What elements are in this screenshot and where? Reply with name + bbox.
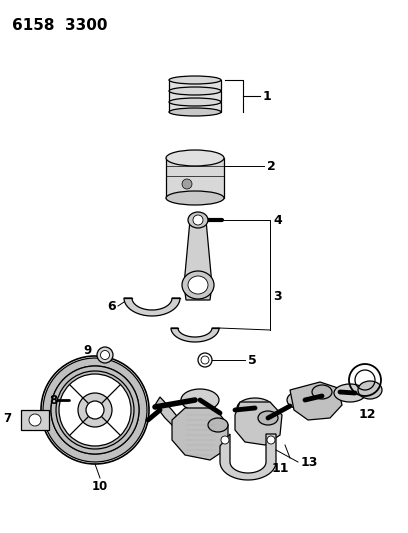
Polygon shape bbox=[184, 285, 212, 300]
Text: 8: 8 bbox=[49, 393, 57, 407]
Bar bbox=[169, 91, 221, 101]
Text: 10: 10 bbox=[92, 480, 108, 493]
Ellipse shape bbox=[169, 108, 221, 116]
Ellipse shape bbox=[237, 398, 273, 418]
Ellipse shape bbox=[188, 212, 208, 228]
Ellipse shape bbox=[169, 76, 221, 84]
Ellipse shape bbox=[166, 191, 224, 205]
Ellipse shape bbox=[208, 418, 228, 432]
Ellipse shape bbox=[29, 414, 41, 426]
Ellipse shape bbox=[86, 401, 104, 419]
Bar bbox=[166, 158, 224, 198]
Text: 2: 2 bbox=[267, 159, 276, 173]
Ellipse shape bbox=[182, 271, 214, 299]
Ellipse shape bbox=[258, 411, 278, 425]
Ellipse shape bbox=[287, 390, 323, 410]
Text: 1: 1 bbox=[263, 90, 272, 102]
Polygon shape bbox=[184, 220, 212, 285]
Ellipse shape bbox=[267, 436, 275, 444]
Ellipse shape bbox=[221, 436, 229, 444]
Wedge shape bbox=[43, 358, 147, 462]
Ellipse shape bbox=[358, 381, 382, 399]
Text: 9: 9 bbox=[83, 344, 91, 358]
Text: 7: 7 bbox=[3, 411, 11, 424]
Ellipse shape bbox=[169, 87, 221, 95]
Text: 6158  3300: 6158 3300 bbox=[12, 18, 107, 33]
Ellipse shape bbox=[97, 347, 113, 363]
Ellipse shape bbox=[181, 389, 219, 411]
Ellipse shape bbox=[182, 179, 192, 189]
Wedge shape bbox=[51, 366, 139, 454]
Ellipse shape bbox=[166, 150, 224, 166]
Bar bbox=[169, 80, 221, 90]
Text: 3: 3 bbox=[273, 290, 282, 303]
Text: 6: 6 bbox=[107, 300, 116, 312]
Polygon shape bbox=[220, 434, 276, 480]
Ellipse shape bbox=[193, 215, 203, 225]
Text: 12: 12 bbox=[358, 408, 376, 421]
Text: 5: 5 bbox=[248, 353, 257, 367]
Ellipse shape bbox=[100, 351, 109, 359]
Text: 13: 13 bbox=[301, 456, 318, 469]
Ellipse shape bbox=[78, 393, 112, 427]
Bar bbox=[169, 102, 221, 112]
Text: 4: 4 bbox=[273, 214, 282, 227]
Ellipse shape bbox=[188, 276, 208, 294]
Polygon shape bbox=[235, 402, 282, 445]
Text: 11: 11 bbox=[271, 462, 289, 475]
Ellipse shape bbox=[169, 98, 221, 106]
Bar bbox=[21, 410, 49, 430]
Polygon shape bbox=[124, 298, 180, 316]
Polygon shape bbox=[171, 328, 219, 342]
Polygon shape bbox=[290, 382, 342, 420]
Polygon shape bbox=[172, 408, 228, 460]
Ellipse shape bbox=[312, 385, 332, 399]
Polygon shape bbox=[155, 397, 180, 428]
Ellipse shape bbox=[334, 384, 366, 402]
